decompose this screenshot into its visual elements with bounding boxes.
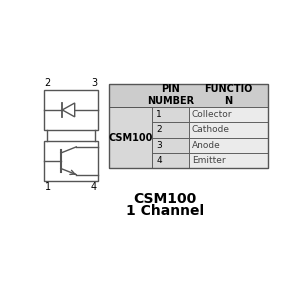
Bar <box>152 138 189 153</box>
Text: 3: 3 <box>156 141 162 150</box>
Bar <box>189 122 268 138</box>
Text: CSM100: CSM100 <box>108 133 153 142</box>
Bar <box>189 107 268 122</box>
Bar <box>109 84 268 107</box>
Bar <box>109 107 152 168</box>
Text: Cathode: Cathode <box>192 125 230 134</box>
Text: 2: 2 <box>44 78 51 88</box>
Text: 2: 2 <box>156 125 162 134</box>
Text: Anode: Anode <box>192 141 220 150</box>
Bar <box>152 153 189 168</box>
Bar <box>109 84 268 168</box>
Text: 4: 4 <box>91 182 97 192</box>
Text: 1: 1 <box>44 182 51 192</box>
Polygon shape <box>62 103 75 117</box>
Text: PIN
NUMBER: PIN NUMBER <box>147 85 194 106</box>
Bar <box>44 90 98 130</box>
Text: Emitter: Emitter <box>192 156 225 165</box>
Text: 3: 3 <box>91 78 97 88</box>
Bar <box>152 122 189 138</box>
Text: 1: 1 <box>156 110 162 119</box>
Bar <box>152 107 189 122</box>
Bar <box>189 138 268 153</box>
Text: CSM100: CSM100 <box>134 192 197 206</box>
Text: Collector: Collector <box>192 110 232 119</box>
Text: 4: 4 <box>156 156 162 165</box>
Text: 1 Channel: 1 Channel <box>126 204 204 218</box>
Text: FUNCTIO
N: FUNCTIO N <box>204 85 253 106</box>
Bar <box>189 153 268 168</box>
Bar <box>44 141 98 181</box>
